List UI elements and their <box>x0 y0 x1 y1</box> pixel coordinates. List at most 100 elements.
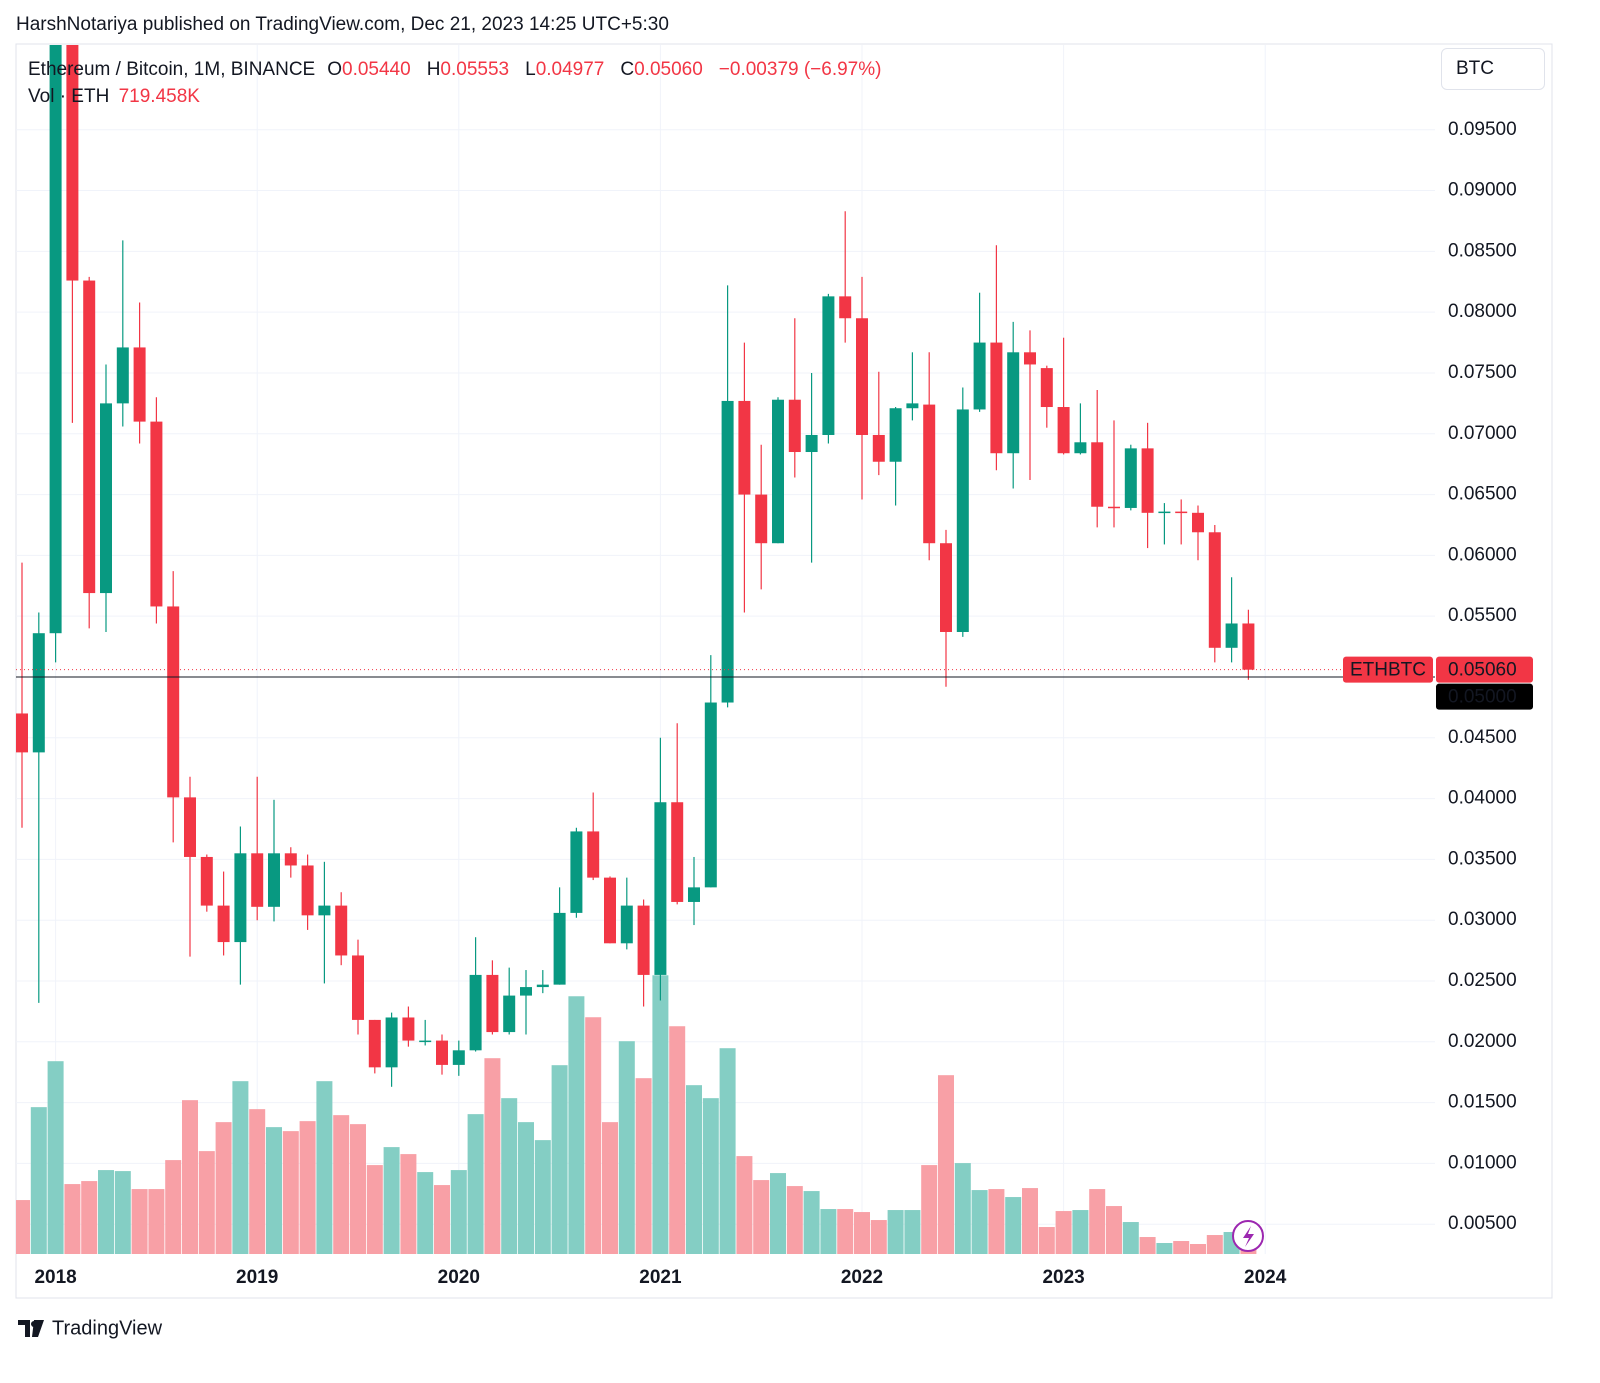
brand-logo <box>18 1320 44 1337</box>
volume-bar <box>467 1114 484 1254</box>
volume-bar <box>534 1140 551 1254</box>
candle-body <box>469 974 482 1051</box>
ohlc-value: 0.05060 <box>634 59 703 80</box>
volume-bar <box>266 1127 282 1254</box>
candle-body <box>1192 512 1204 533</box>
candle-body <box>1091 442 1104 507</box>
y-tick-label: 0.09500 <box>1448 119 1517 140</box>
currency-button[interactable]: BTC <box>1441 48 1545 90</box>
volume-bar <box>383 1147 400 1254</box>
candle-body <box>301 865 314 916</box>
candle-body <box>856 318 868 435</box>
candle-body <box>318 905 331 916</box>
volume-bar <box>47 1061 64 1254</box>
y-tick-label: 0.06500 <box>1448 484 1517 505</box>
volume-bar <box>1122 1222 1139 1254</box>
candle-body <box>1124 448 1137 508</box>
last-price-tag-bg <box>1436 656 1533 683</box>
candle-body <box>805 434 818 453</box>
volume-name: Vol · ETH <box>28 86 110 107</box>
crosshair-tag: 0.05000 <box>1448 687 1517 708</box>
volume-bar <box>333 1115 350 1254</box>
x-tick-label: 2022 <box>841 1267 883 1288</box>
volume-bar <box>114 1171 131 1254</box>
candle-body <box>133 347 146 422</box>
y-tick-label: 0.08500 <box>1448 240 1517 261</box>
volume-bar <box>484 1058 501 1254</box>
candle-body <box>990 342 1003 454</box>
x-tick-label: 2024 <box>1244 1267 1287 1288</box>
y-tick-label: 0.03000 <box>1448 909 1517 930</box>
volume-bar <box>434 1185 450 1254</box>
volume-bar <box>669 1026 686 1254</box>
candle-body <box>637 905 650 975</box>
legend-row: Ethereum / Bitcoin, 1M, BINANCE O0.05440 H… <box>28 56 885 83</box>
candle-body <box>570 831 583 913</box>
volume-bar <box>803 1191 820 1254</box>
ohlc-key: L <box>525 59 536 80</box>
symbol-tag: ETHBTC <box>1350 660 1426 681</box>
volume-bar <box>182 1100 198 1254</box>
x-tick-label: 2023 <box>1042 1267 1084 1288</box>
volume-bar <box>501 1098 518 1254</box>
overlay: 0.00500 0.01000 0.01500 0.02000 0.02500 0.030… <box>16 119 1533 1288</box>
y-tick-label: 0.02500 <box>1448 970 1517 991</box>
volume-bar <box>736 1156 753 1254</box>
volume-bar <box>870 1220 887 1254</box>
volume-bar <box>887 1210 904 1254</box>
candle-body <box>1024 352 1036 365</box>
volume-bar <box>770 1173 786 1254</box>
candle-body <box>1007 352 1020 454</box>
volume-bar <box>518 1122 534 1254</box>
candle-body <box>604 877 616 944</box>
candle-body <box>16 713 28 753</box>
candle-body <box>486 974 499 1033</box>
candle-body <box>923 404 936 544</box>
candle-body <box>906 403 919 409</box>
volume-bar <box>1139 1237 1156 1254</box>
candle-body <box>1040 368 1053 408</box>
candle-body <box>234 853 247 943</box>
y-tick-label: 0.01500 <box>1448 1092 1517 1113</box>
symbol: Ethereum / Bitcoin, 1M, BINANCE <box>28 59 316 80</box>
y-tick-label: 0.04500 <box>1448 727 1517 748</box>
volume-bar <box>215 1122 232 1254</box>
volume-bar <box>148 1189 165 1254</box>
candle-body <box>738 400 751 495</box>
volume-bar <box>1072 1210 1089 1254</box>
volume-bar <box>786 1186 803 1254</box>
volume-bar <box>1022 1188 1038 1254</box>
volume-bar <box>417 1172 434 1254</box>
candle-body <box>620 905 633 944</box>
volume-bar <box>1089 1189 1106 1254</box>
candle-body <box>32 633 45 753</box>
candle-body <box>167 606 180 798</box>
volume-bar <box>618 1041 635 1254</box>
candle-body <box>49 45 62 634</box>
candle-body <box>150 421 163 607</box>
candle-body <box>217 905 230 943</box>
chart-frame <box>15 43 1553 1299</box>
volume-bar <box>64 1184 81 1254</box>
y-tick-label: 0.02000 <box>1448 1031 1517 1052</box>
volume-bar <box>1106 1206 1122 1254</box>
candle-body <box>721 400 734 703</box>
candle-body <box>1108 506 1120 509</box>
volume-bar <box>198 1151 215 1254</box>
candle-body <box>553 912 566 985</box>
volume-bar <box>1005 1197 1022 1254</box>
volume-bar <box>635 1078 652 1254</box>
volume-bar <box>1190 1244 1206 1254</box>
volume-bar <box>753 1180 770 1254</box>
volume-bar <box>282 1131 299 1254</box>
candle-body <box>788 399 801 453</box>
candles <box>16 45 1255 1087</box>
y-tick-label: 0.03500 <box>1448 848 1517 869</box>
candle-body <box>1158 511 1171 514</box>
volume-bar <box>904 1210 921 1254</box>
candle-body <box>956 409 969 632</box>
candle-body <box>872 434 885 462</box>
candle-body <box>587 831 600 878</box>
candle-body <box>536 984 549 988</box>
candle-body <box>520 987 532 996</box>
